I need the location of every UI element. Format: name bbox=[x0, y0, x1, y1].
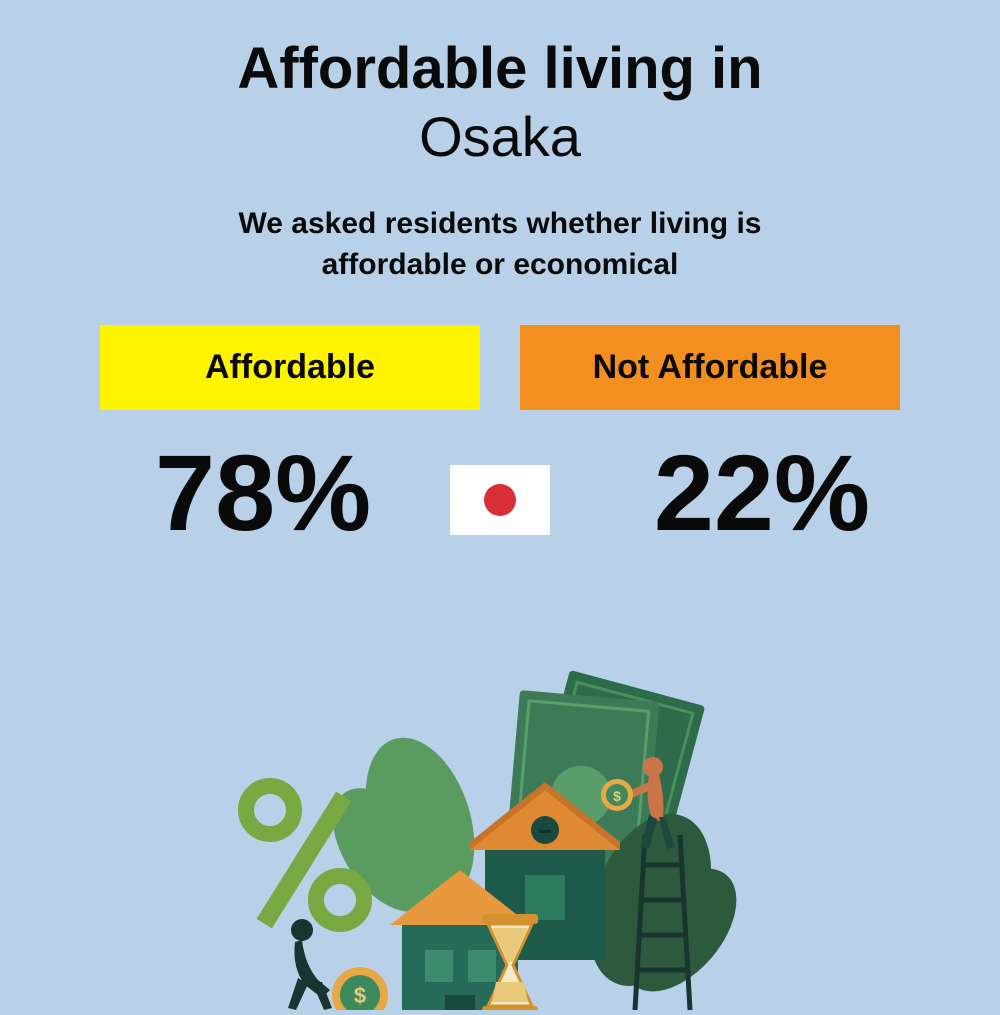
title-line1: Affordable living in bbox=[0, 35, 1000, 102]
not-affordable-percent: 22% bbox=[654, 430, 870, 555]
title-line2: Osaka bbox=[0, 104, 1000, 169]
affordable-pill: Affordable bbox=[100, 325, 480, 410]
japan-flag-icon bbox=[450, 465, 550, 535]
subtitle: We asked residents whether living is aff… bbox=[0, 204, 1000, 285]
not-affordable-pill: Not Affordable bbox=[520, 325, 900, 410]
subtitle-line2: affordable or economical bbox=[322, 248, 679, 281]
svg-text:$: $ bbox=[613, 788, 621, 804]
flag-circle bbox=[484, 484, 516, 516]
svg-text:$: $ bbox=[354, 983, 366, 1008]
affordable-percent: 78% bbox=[155, 430, 371, 555]
subtitle-line1: We asked residents whether living is bbox=[239, 207, 762, 240]
pills-row: Affordable Not Affordable bbox=[0, 325, 1000, 410]
housing-illustration: $ $ bbox=[190, 660, 810, 1010]
stats-row: 78% 22% bbox=[0, 430, 1000, 570]
